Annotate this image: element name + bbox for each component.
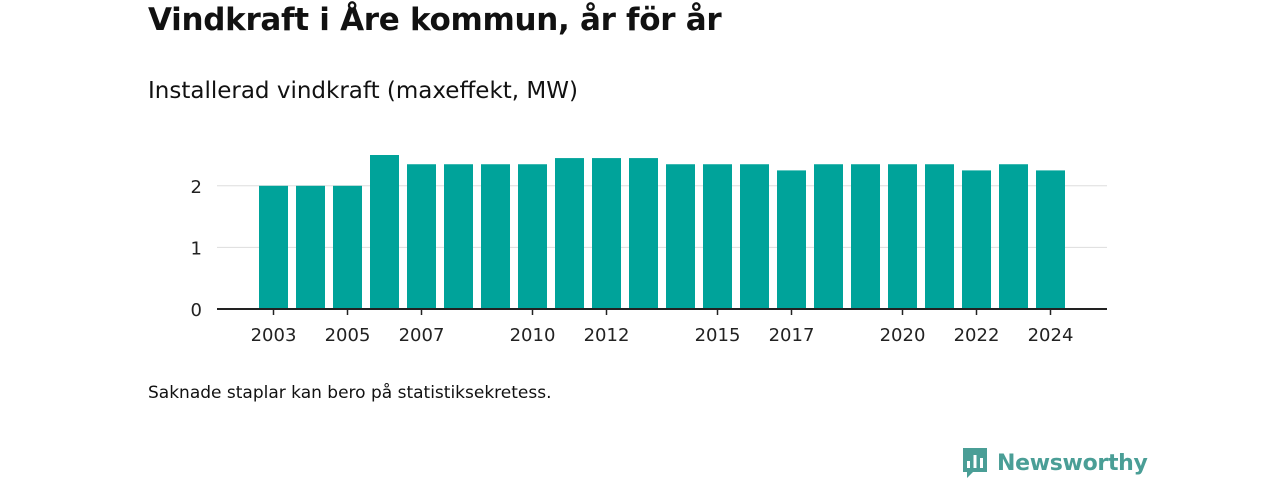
footnote: Saknade staplar kan bero på statistiksek… — [148, 383, 552, 403]
bar-2020 — [888, 164, 917, 309]
x-tick-label: 2022 — [954, 325, 1000, 346]
x-tick-label: 2010 — [510, 325, 556, 346]
chart-title: Vindkraft i Åre kommun, år för år — [148, 2, 722, 38]
x-tick-label: 2012 — [584, 325, 630, 346]
bar-2007 — [407, 164, 436, 309]
newsworthy-logo-icon — [963, 448, 987, 478]
bar-2017 — [777, 170, 806, 309]
brand-logo: Newsworthy — [961, 446, 1148, 480]
bar-2003 — [259, 185, 288, 309]
bar-2018 — [814, 164, 843, 309]
bar-2013 — [629, 158, 658, 309]
y-tick-label: 2 — [191, 177, 202, 198]
bar-2012 — [592, 158, 621, 309]
bar-2024 — [1036, 170, 1065, 309]
bar-2015 — [703, 164, 732, 309]
bar-2008 — [444, 164, 473, 309]
bar-2005 — [333, 185, 362, 309]
bars — [259, 155, 1065, 309]
gridlines — [217, 185, 1107, 248]
x-tick-label: 2015 — [695, 325, 741, 346]
bar-2004 — [296, 185, 325, 309]
bar-2014 — [666, 164, 695, 309]
x-tick-label: 2020 — [880, 325, 926, 346]
x-tick-label: 2003 — [251, 325, 297, 346]
bar-2009 — [481, 164, 510, 309]
bar-chart: 0 1 2 2003 2005 2007 2010 2012 2015 2017 2020 2022 2… — [191, 155, 1107, 346]
bar-2019 — [851, 164, 880, 309]
chart-subtitle: Installerad vindkraft (maxeffekt, MW) — [148, 78, 578, 104]
axes: 0 1 2 2003 2005 2007 2010 2012 2015 2017 2020 2022 2… — [191, 177, 1107, 346]
bar-2016 — [740, 164, 769, 309]
bar-2010 — [518, 164, 547, 309]
bar-2022 — [962, 170, 991, 309]
bar-2006 — [370, 155, 399, 309]
bar-2021 — [925, 164, 954, 309]
y-tick-label: 1 — [191, 238, 202, 259]
x-tick-label: 2017 — [769, 325, 815, 346]
y-tick-label: 0 — [191, 300, 202, 321]
bar-2011 — [555, 158, 584, 309]
x-tick-label: 2024 — [1028, 325, 1074, 346]
bar-2023 — [999, 164, 1028, 309]
brand-name: Newsworthy — [997, 450, 1148, 476]
x-tick-label: 2005 — [325, 325, 371, 346]
x-tick-label: 2007 — [399, 325, 445, 346]
